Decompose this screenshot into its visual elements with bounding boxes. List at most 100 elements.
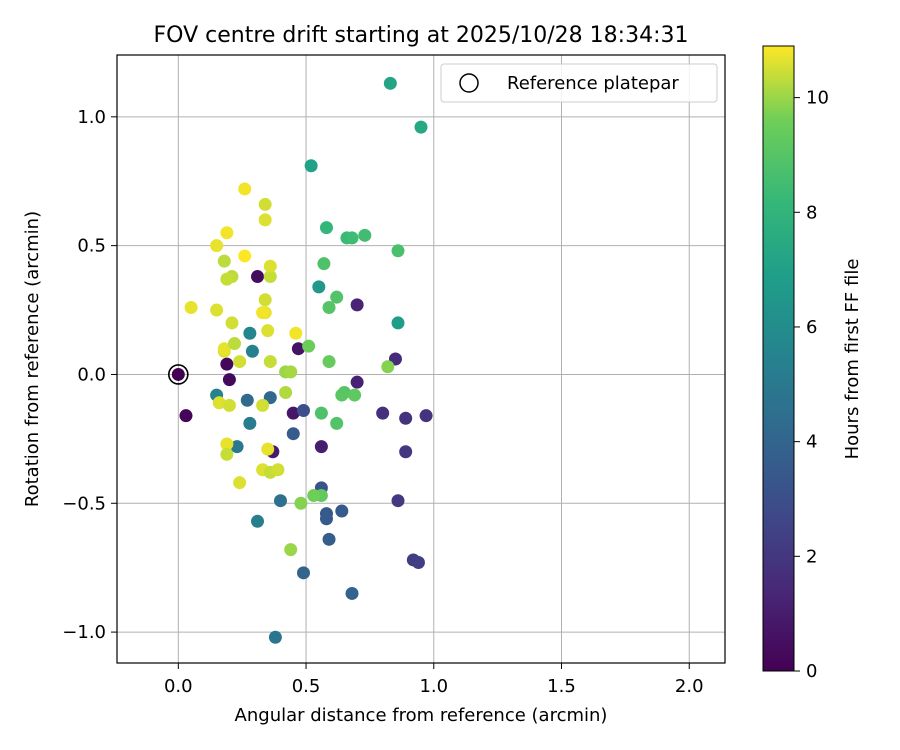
data-point <box>291 342 305 356</box>
data-point <box>220 357 234 371</box>
data-point <box>304 159 318 173</box>
data-point <box>330 290 344 304</box>
data-point <box>314 440 328 454</box>
data-point <box>314 406 328 420</box>
data-point <box>307 489 321 503</box>
data-point <box>399 445 413 459</box>
data-point <box>279 385 293 399</box>
data-point <box>220 272 234 286</box>
data-point <box>243 416 257 430</box>
legend: Reference platepar <box>440 63 718 103</box>
data-point <box>381 360 395 374</box>
data-point <box>322 355 336 369</box>
data-point <box>319 221 333 235</box>
data-point <box>286 406 300 420</box>
data-point <box>258 293 272 307</box>
data-point <box>263 270 277 284</box>
y-tick-label: 0.5 <box>77 236 106 257</box>
colorbar-tick-label: 4 <box>806 432 817 453</box>
data-point <box>263 355 277 369</box>
y-axis-ticks: −1.0 −0.5 0.0 0.5 1.0 <box>62 107 117 643</box>
data-point <box>220 447 234 461</box>
data-point <box>256 398 270 412</box>
data-point <box>233 355 247 369</box>
x-axis-ticks: 0.0 0.5 1.0 1.5 2.0 <box>164 663 704 697</box>
data-point <box>261 324 275 338</box>
data-point <box>391 316 405 330</box>
data-point <box>210 239 224 253</box>
colorbar-tick-label: 8 <box>806 202 817 223</box>
data-point <box>268 630 282 644</box>
data-point <box>322 532 336 546</box>
colorbar-label: Hours from first FF file <box>842 259 863 460</box>
y-tick-label: −1.0 <box>62 622 106 643</box>
data-point <box>210 303 224 317</box>
y-tick-label: 0.0 <box>77 364 106 385</box>
data-point <box>345 586 359 600</box>
reference-platepar-marker <box>168 364 189 385</box>
data-point <box>294 496 308 510</box>
data-points <box>168 76 433 644</box>
data-point <box>284 543 298 557</box>
data-point <box>212 396 226 410</box>
data-point <box>230 440 244 454</box>
legend-frame <box>440 63 718 103</box>
data-point <box>217 342 231 356</box>
data-point <box>179 409 193 423</box>
data-point <box>296 404 310 418</box>
colorbar-tick-label: 2 <box>806 546 817 567</box>
data-point <box>238 249 252 263</box>
data-point <box>317 257 331 271</box>
grid <box>117 55 725 663</box>
data-point <box>220 437 234 451</box>
data-point <box>184 300 198 314</box>
legend-entry-reference-platepar: Reference platepar <box>507 73 679 94</box>
data-point <box>411 556 425 570</box>
data-point <box>171 367 185 381</box>
data-point <box>256 306 270 320</box>
data-point <box>322 300 336 314</box>
data-point <box>251 514 265 528</box>
y-tick-label: −0.5 <box>62 493 106 514</box>
data-point <box>228 337 242 351</box>
data-point <box>419 409 433 423</box>
data-point <box>345 231 359 245</box>
data-point <box>335 388 349 402</box>
data-point <box>258 197 272 211</box>
colorbar-tick-label: 0 <box>806 661 817 682</box>
data-point <box>391 494 405 508</box>
colorbar-gradient <box>762 45 795 672</box>
data-point <box>261 442 275 456</box>
data-point <box>302 339 316 353</box>
colorbar-tick-label: 6 <box>806 317 817 338</box>
x-tick-label: 0.0 <box>164 676 193 697</box>
colorbar-tick-label: 10 <box>806 88 829 109</box>
x-tick-label: 1.5 <box>547 676 576 697</box>
data-point <box>222 398 236 412</box>
colorbar-ticks: 0 2 4 6 8 10 <box>794 88 829 682</box>
data-point <box>391 244 405 258</box>
data-point <box>350 298 364 312</box>
data-point <box>335 504 349 518</box>
data-point <box>289 326 303 340</box>
data-point <box>251 270 265 284</box>
data-point <box>312 280 326 294</box>
data-point <box>220 226 234 240</box>
data-point <box>350 375 364 389</box>
data-point <box>358 228 372 242</box>
x-tick-label: 1.0 <box>419 676 448 697</box>
data-point <box>222 373 236 387</box>
data-point <box>414 120 428 134</box>
plot-area-frame <box>116 54 726 664</box>
colorbar: 0 2 4 6 8 10 Hours from first FF file <box>762 45 863 682</box>
data-point <box>399 411 413 425</box>
data-point <box>348 388 362 402</box>
data-point <box>217 254 231 268</box>
data-point <box>258 213 272 227</box>
data-point <box>240 393 254 407</box>
legend-reference-marker <box>459 73 479 93</box>
data-point <box>245 344 259 358</box>
data-point <box>271 463 285 477</box>
data-point <box>383 76 397 90</box>
